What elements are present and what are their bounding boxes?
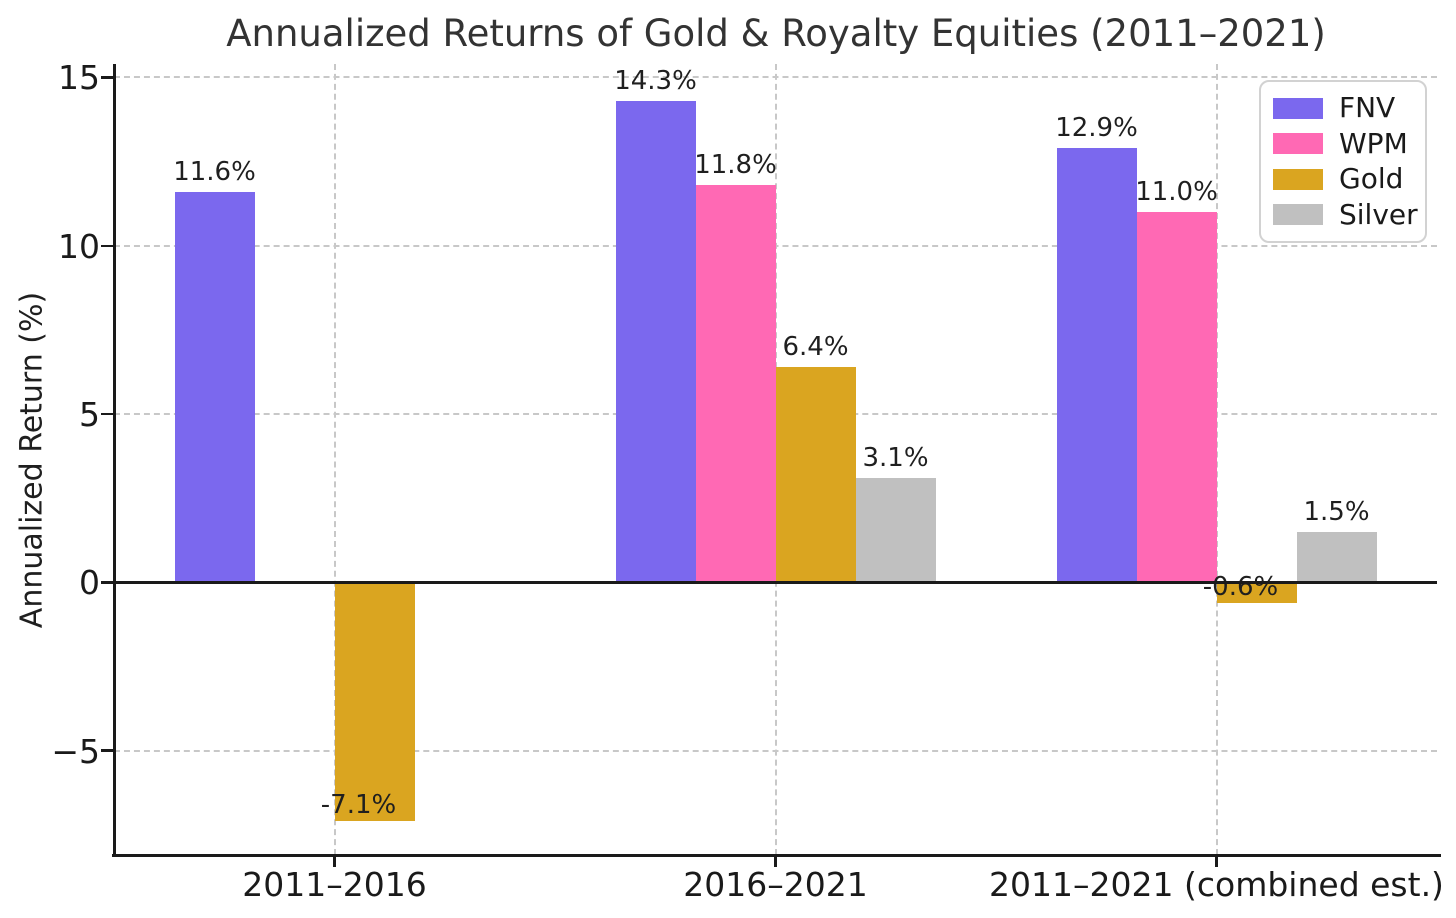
legend-label-gold: Gold	[1339, 162, 1404, 196]
legend-item-silver: Silver	[1273, 198, 1418, 232]
y-tick-10	[101, 244, 114, 247]
x-tick-3	[1215, 855, 1218, 867]
x-tick-label-3: 2011–2021 (combined est.)	[989, 865, 1444, 904]
y-tick-label-0: 0	[79, 563, 100, 603]
gridline-v-1	[333, 64, 336, 855]
bar-silver-2	[855, 478, 936, 583]
gridline-v-3	[1215, 64, 1218, 855]
bar-silver-3	[1296, 531, 1377, 583]
bar-value-label-fnv-1: 11.6%	[173, 156, 256, 187]
bar-value-label-gold-1: -7.1%	[320, 790, 397, 821]
y-tick-15	[101, 76, 114, 79]
bar-value-label-gold-2: 6.4%	[782, 331, 849, 362]
bar-value-label-fnv-2: 14.3%	[614, 66, 697, 97]
x-tick-2	[774, 855, 777, 867]
zero-axis-line	[114, 580, 1437, 584]
legend-label-fnv: FNV	[1339, 91, 1396, 124]
bar-value-label-gold-3: -0.6%	[1202, 571, 1279, 602]
y-tick-label-5: 5	[79, 395, 100, 435]
left-spine	[113, 64, 116, 857]
y-tick-label-15: 15	[58, 58, 100, 98]
legend-label-silver: Silver	[1339, 197, 1418, 231]
legend-item-gold: Gold	[1273, 162, 1413, 196]
y-tick-label-10: 10	[58, 226, 100, 266]
bar-fnv-2	[615, 101, 696, 583]
bar-gold-2	[775, 366, 856, 583]
bar-value-label-silver-2: 3.1%	[862, 443, 929, 473]
y-tick-label-−5: −5	[51, 731, 100, 771]
bar-wpm-2	[695, 185, 776, 583]
x-tick-1	[333, 855, 336, 867]
bar-gold-3	[1216, 582, 1297, 603]
x-tick-label-2: 2016–2021	[683, 865, 868, 904]
legend-item-fnv: FNV	[1273, 91, 1413, 125]
legend-item-wpm: WPM	[1273, 127, 1413, 161]
bar-fnv-1	[174, 191, 255, 583]
y-tick-5	[101, 412, 114, 416]
y-tick-−5	[101, 749, 114, 752]
legend-swatch-fnv	[1273, 97, 1323, 119]
legend-swatch-silver	[1273, 204, 1323, 226]
bar-wpm-3	[1136, 212, 1217, 583]
bar-gold-1	[334, 582, 415, 822]
legend-swatch-gold	[1273, 168, 1323, 190]
bar-value-label-wpm-3: 11.0%	[1135, 177, 1218, 208]
chart-title: Annualized Returns of Gold & Royalty Equ…	[226, 12, 1326, 55]
bar-value-label-fnv-3: 12.9%	[1055, 113, 1138, 144]
y-tick-0	[101, 581, 114, 584]
bar-value-label-wpm-2: 11.8%	[694, 150, 777, 181]
bar-value-label-silver-3: 1.5%	[1303, 496, 1370, 527]
legend-swatch-wpm	[1273, 133, 1323, 155]
legend-label-wpm: WPM	[1339, 126, 1408, 160]
legend: FNV WPM Gold Silver	[1259, 80, 1427, 243]
bar-fnv-3	[1056, 148, 1137, 583]
x-tick-label-1: 2011–2016	[242, 865, 427, 904]
